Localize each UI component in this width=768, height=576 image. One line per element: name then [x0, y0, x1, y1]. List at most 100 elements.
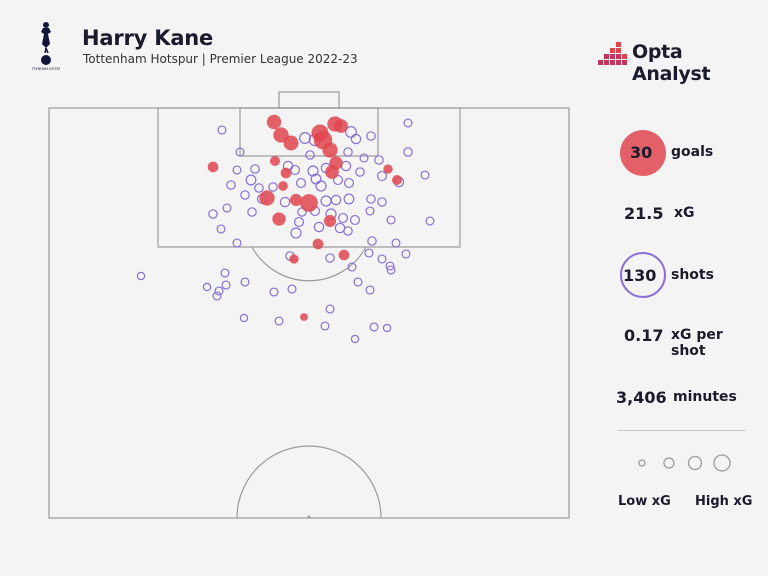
xg-per-shot-value: 0.17 — [624, 326, 664, 345]
minutes-value: 3,406 — [616, 388, 667, 407]
shot-point — [355, 167, 365, 177]
goals-value: 30 — [630, 143, 653, 162]
shot-point — [420, 170, 430, 180]
legend-size-4 — [713, 454, 731, 472]
shot-point — [217, 125, 227, 135]
shot-point — [403, 118, 413, 128]
shots-layer — [136, 118, 435, 344]
shot-point — [343, 147, 353, 157]
brand-name: Opta Analyst — [632, 41, 711, 85]
shot-point — [307, 165, 319, 177]
shot-point — [377, 254, 387, 264]
goal-point — [207, 161, 219, 173]
xg-size-legend — [638, 454, 731, 472]
shot-point — [212, 291, 222, 301]
shot-point — [293, 216, 305, 228]
shot-point — [320, 321, 330, 331]
shot-point — [240, 277, 250, 287]
penalty-area — [157, 107, 461, 248]
goal-point — [289, 193, 303, 207]
svg-text:TOTTENHAM HOTSPUR: TOTTENHAM HOTSPUR — [32, 67, 60, 71]
subtitle: Tottenham Hotspur | Premier League 2022-… — [83, 52, 358, 66]
xg-value: 21.5 — [624, 204, 664, 223]
shot-point — [330, 194, 342, 206]
shot-map — [48, 91, 570, 519]
shot-point — [290, 227, 302, 239]
xg-per-shot-label: xG per shot — [671, 327, 723, 359]
shot-point — [216, 224, 226, 234]
penalty-arc — [251, 246, 367, 282]
shot-point — [343, 193, 355, 205]
pitch-lines — [48, 91, 570, 519]
shot-point — [240, 190, 250, 200]
shot-point — [386, 215, 396, 225]
shot-point — [250, 164, 260, 174]
shot-point — [403, 147, 413, 157]
shots-label: shots — [671, 267, 714, 283]
shot-point — [320, 195, 332, 207]
legend-size-2 — [663, 457, 675, 469]
shots-badge — [620, 252, 666, 298]
shot-point — [289, 164, 301, 176]
goals-layer — [207, 114, 403, 321]
shot-point — [366, 131, 376, 141]
shot-point — [315, 180, 327, 192]
shot-point — [279, 196, 291, 208]
goal-point — [269, 155, 281, 167]
shot-point — [377, 197, 387, 207]
header: TOTTENHAM HOTSPUR Harry Kane Tottenham H… — [0, 0, 768, 90]
shot-point — [239, 313, 249, 323]
shots-value: 130 — [623, 266, 657, 285]
shot-point — [343, 177, 355, 189]
shot-point — [391, 238, 401, 248]
goal-point — [325, 165, 339, 179]
shot-point — [254, 183, 264, 193]
goal-point — [259, 190, 275, 206]
shot-point — [401, 249, 411, 259]
shot-point — [386, 265, 396, 275]
shot-point — [313, 221, 325, 233]
shot-point — [268, 182, 278, 192]
opta-logo-icon — [598, 42, 627, 65]
shot-point — [325, 304, 335, 314]
shot-point — [347, 262, 357, 272]
goal-point — [272, 212, 286, 226]
shot-point — [353, 277, 363, 287]
shot-point — [295, 177, 307, 189]
shot-point — [365, 206, 375, 216]
player-name: Harry Kane — [82, 26, 214, 50]
shot-point — [367, 236, 377, 246]
goal-point — [323, 214, 337, 228]
shot-point — [136, 271, 146, 281]
shot-point — [232, 165, 242, 175]
goal-point — [322, 142, 338, 158]
goals-badge — [620, 130, 666, 176]
shot-point — [337, 212, 349, 224]
shot-point — [349, 214, 361, 226]
shot-point — [382, 323, 392, 333]
goal-point — [383, 164, 393, 174]
shot-point — [208, 209, 218, 219]
shot-point — [343, 226, 353, 236]
shot-point — [235, 147, 245, 157]
legend-high-label: High xG — [695, 494, 753, 509]
minutes-label: minutes — [673, 389, 737, 405]
shot-point — [232, 238, 242, 248]
shot-point — [332, 174, 344, 186]
stats-panel: 30 goals 21.5 xG 130 shots 0.17 xG per s… — [600, 120, 760, 520]
shot-point — [365, 285, 375, 295]
six-yard-box — [239, 107, 379, 157]
shot-point — [385, 261, 395, 271]
goal-point — [391, 174, 403, 186]
goal-point — [266, 114, 282, 130]
shot-point — [222, 203, 232, 213]
shot-point — [245, 174, 257, 186]
goals-label: goals — [671, 144, 714, 160]
shot-point — [340, 160, 352, 172]
brand: Opta Analyst — [598, 38, 758, 85]
shot-point — [214, 286, 224, 296]
shot-point — [226, 180, 236, 190]
legend-size-3 — [687, 455, 703, 471]
shot-point — [366, 194, 376, 204]
xg-label: xG — [674, 205, 695, 221]
